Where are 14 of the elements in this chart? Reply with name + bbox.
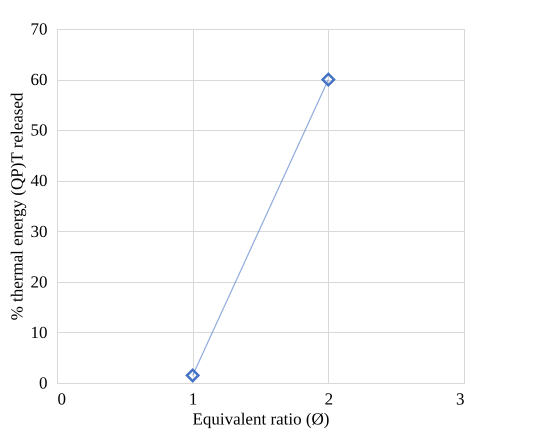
y-tick-label: 70 <box>30 20 48 38</box>
y-tick-label: 0 <box>39 374 48 392</box>
x-axis-title: Equivalent ratio (Ø) <box>192 410 330 428</box>
y-tick-label: 50 <box>30 120 48 140</box>
y-axis-title: % thermal energy (QP)T released <box>8 92 26 320</box>
x-tick-label: 1 <box>188 390 198 408</box>
y-tick-label: 20 <box>30 272 48 292</box>
y-tick-label: 30 <box>30 222 48 241</box>
x-tick-label: 3 <box>456 390 464 408</box>
x-tick-label: 2 <box>324 390 334 408</box>
x-tick-label: 0 <box>58 390 66 408</box>
y-tick-label: 40 <box>30 171 48 190</box>
y-tick-label: 60 <box>30 70 48 90</box>
y-tick-label: 10 <box>30 322 48 342</box>
